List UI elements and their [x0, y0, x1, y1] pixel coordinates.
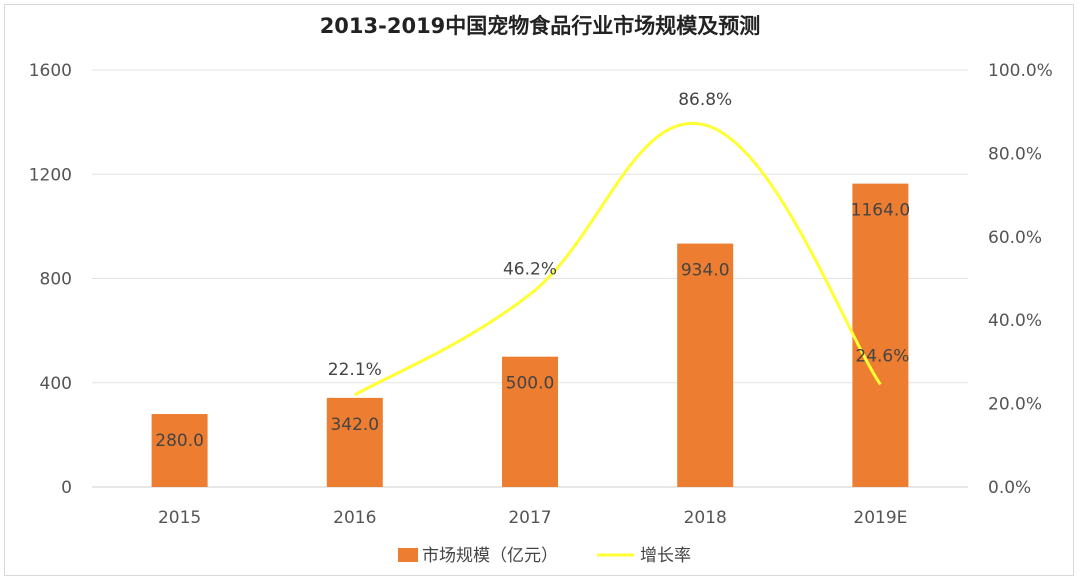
data-labels: 280.0 342.0 500.0 934.0 1164.0 22.1% 46.2% 86.8… — [155, 90, 910, 451]
bar — [677, 243, 734, 487]
bar — [852, 183, 909, 487]
right-axis-tick-label: 20.0% — [988, 395, 1042, 415]
bar-series — [151, 183, 909, 487]
growth-line — [354, 121, 882, 397]
x-axis-tick-label: 2018 — [684, 508, 727, 528]
x-axis-ticks: 2015 2016 2017 2018 2019E — [158, 508, 907, 528]
bar — [502, 356, 558, 487]
bar — [151, 414, 208, 487]
growth-line-series — [354, 121, 882, 397]
line-data-label: 22.1% — [328, 360, 382, 380]
left-axis-tick-label: 0 — [61, 478, 72, 498]
right-axis-tick-label: 0.0% — [988, 478, 1031, 498]
left-axis-ticks: 0 400 800 1200 1600 — [29, 61, 72, 498]
bar-data-label: 342.0 — [330, 415, 379, 435]
legend: 市场规模（亿元） 增长率 — [398, 546, 691, 566]
x-axis-tick-label: 2017 — [508, 508, 551, 528]
bar-data-label: 1164.0 — [851, 201, 910, 221]
line-data-label: 24.6% — [855, 346, 909, 366]
right-axis-tick-label: 60.0% — [988, 228, 1042, 248]
line-data-label: 46.2% — [503, 259, 557, 279]
bar-data-label: 500.0 — [506, 374, 555, 394]
right-axis-ticks: 0.0% 20.0% 40.0% 60.0% 80.0% 100.0% — [988, 61, 1053, 498]
left-axis-tick-label: 1600 — [29, 61, 72, 81]
left-axis-tick-label: 800 — [40, 270, 72, 290]
bar-data-label: 280.0 — [155, 431, 204, 451]
line-data-label: 86.8% — [678, 90, 732, 110]
left-axis-tick-label: 400 — [40, 374, 72, 394]
right-axis-tick-label: 80.0% — [988, 144, 1042, 164]
legend-bar-swatch — [398, 548, 418, 562]
left-axis-tick-label: 1200 — [29, 165, 72, 185]
right-axis-tick-label: 40.0% — [988, 311, 1042, 331]
x-axis-tick-label: 2015 — [158, 508, 201, 528]
x-axis-tick-label: 2016 — [333, 508, 376, 528]
bar-data-label: 934.0 — [681, 261, 730, 281]
right-axis-tick-label: 100.0% — [988, 61, 1053, 81]
x-axis-tick-label: 2019E — [853, 508, 907, 528]
bar — [326, 397, 383, 487]
legend-line-label: 增长率 — [640, 546, 691, 566]
legend-bar-label: 市场规模（亿元） — [422, 546, 558, 566]
chart-title: 2013-2019中国宠物食品行业市场规模及预测 — [320, 14, 761, 38]
